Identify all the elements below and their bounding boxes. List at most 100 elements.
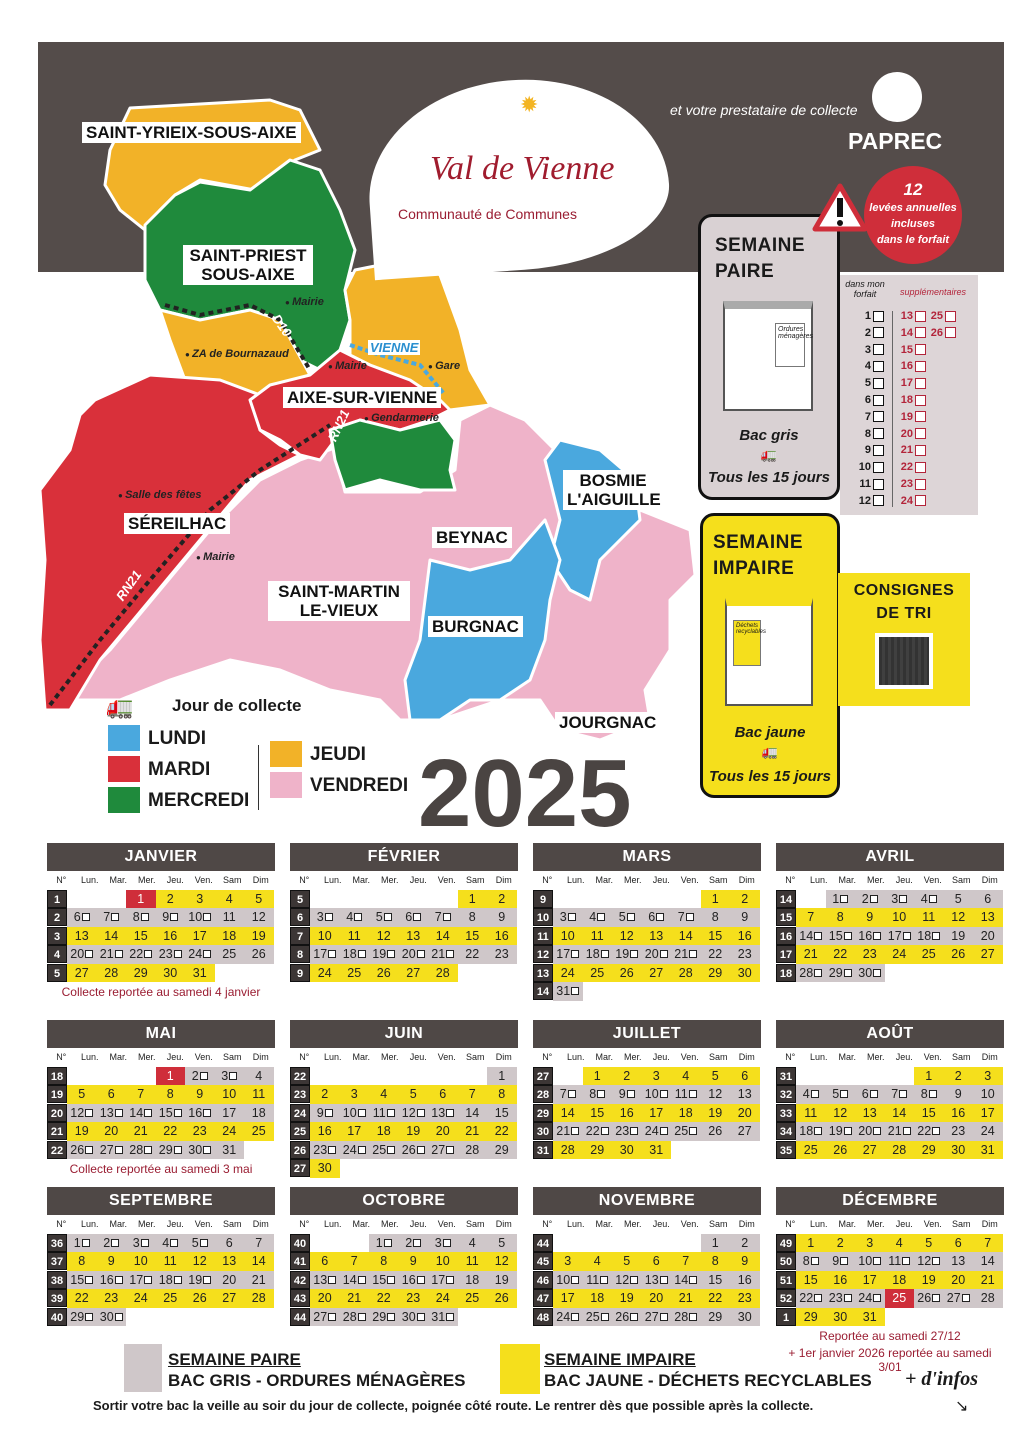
checkbox-item[interactable]: 16: [896, 358, 926, 375]
collection-checkbox[interactable]: [140, 1238, 149, 1247]
day-cell[interactable]: 7: [884, 1085, 914, 1104]
collection-checkbox[interactable]: [814, 1294, 823, 1302]
collection-checkbox[interactable]: [413, 913, 422, 921]
day-cell[interactable]: 19: [612, 945, 642, 964]
collection-checkbox[interactable]: [114, 1108, 123, 1117]
collection-checkbox[interactable]: [199, 1238, 208, 1247]
checkbox-item[interactable]: 4: [856, 358, 884, 375]
day-cell[interactable]: 2: [185, 1066, 215, 1085]
collection-checkbox[interactable]: [659, 950, 668, 958]
collection-checkbox[interactable]: [932, 931, 941, 940]
day-cell[interactable]: 13: [310, 1270, 340, 1289]
day-cell[interactable]: 16: [855, 926, 885, 945]
checkbox-item[interactable]: 11: [856, 476, 884, 493]
day-cell[interactable]: 14: [339, 1270, 369, 1289]
collection-checkbox[interactable]: [932, 1294, 941, 1302]
day-cell[interactable]: 6: [398, 908, 428, 927]
day-cell[interactable]: 30: [185, 1140, 215, 1159]
day-cell[interactable]: 29: [825, 963, 855, 982]
day-cell[interactable]: 10: [553, 1270, 583, 1289]
day-cell[interactable]: 10: [641, 1085, 671, 1104]
day-cell[interactable]: 27: [96, 1140, 126, 1159]
collection-checkbox[interactable]: [600, 1275, 609, 1284]
checkbox[interactable]: [873, 360, 884, 372]
day-cell[interactable]: 7: [428, 908, 458, 927]
day-cell[interactable]: 15: [369, 1270, 399, 1289]
collection-checkbox[interactable]: [328, 1275, 337, 1284]
collection-checkbox[interactable]: [656, 913, 665, 921]
collection-checkbox[interactable]: [446, 1275, 455, 1284]
day-cell[interactable]: 22: [126, 945, 156, 964]
checkbox[interactable]: [873, 495, 884, 507]
checkbox-item[interactable]: 14: [896, 325, 926, 342]
day-cell[interactable]: 7: [553, 1085, 583, 1104]
collection-checkbox[interactable]: [416, 1275, 425, 1284]
day-cell[interactable]: 7: [671, 908, 701, 927]
collection-checkbox[interactable]: [446, 1312, 455, 1321]
collection-checkbox[interactable]: [840, 1090, 849, 1098]
checkbox-item[interactable]: 25: [928, 308, 956, 325]
collection-checkbox[interactable]: [814, 968, 823, 977]
collection-checkbox[interactable]: [386, 1108, 395, 1117]
day-cell[interactable]: 2: [96, 1233, 126, 1252]
day-cell[interactable]: 1: [369, 1233, 399, 1252]
checkbox[interactable]: [945, 327, 956, 339]
day-cell[interactable]: 29: [369, 1307, 399, 1326]
day-cell[interactable]: 27: [641, 1307, 671, 1326]
collection-checkbox[interactable]: [413, 1238, 422, 1247]
day-cell[interactable]: 24: [641, 1122, 671, 1141]
checkbox-item[interactable]: 23: [896, 476, 926, 493]
collection-checkbox[interactable]: [387, 1312, 396, 1321]
checkbox[interactable]: [873, 461, 884, 473]
day-cell[interactable]: 5: [825, 1085, 855, 1104]
collection-checkbox[interactable]: [571, 987, 580, 995]
day-cell[interactable]: 23: [825, 1289, 855, 1308]
collection-checkbox[interactable]: [571, 950, 580, 958]
day-cell[interactable]: 3: [310, 908, 340, 927]
collection-checkbox[interactable]: [571, 1275, 580, 1284]
day-cell[interactable]: 6: [67, 908, 97, 927]
day-cell[interactable]: 8: [582, 1085, 612, 1104]
day-cell[interactable]: 9: [155, 908, 185, 927]
collection-checkbox[interactable]: [630, 950, 639, 958]
collection-checkbox[interactable]: [873, 1127, 882, 1135]
collection-checkbox[interactable]: [873, 931, 882, 940]
day-cell[interactable]: 11: [369, 1103, 399, 1122]
collection-checkbox[interactable]: [446, 950, 455, 958]
collection-checkbox[interactable]: [170, 913, 179, 921]
day-cell[interactable]: 6: [855, 1085, 885, 1104]
day-cell[interactable]: 3: [428, 1233, 458, 1252]
collection-checkbox[interactable]: [357, 1275, 366, 1284]
day-cell[interactable]: 21: [428, 945, 458, 964]
collection-checkbox[interactable]: [324, 1108, 333, 1117]
collection-checkbox[interactable]: [173, 950, 182, 958]
checkbox-item[interactable]: 19: [896, 409, 926, 426]
collection-checkbox[interactable]: [328, 950, 337, 958]
day-cell[interactable]: 28: [796, 963, 826, 982]
day-cell[interactable]: 12: [398, 1103, 428, 1122]
checkbox[interactable]: [873, 344, 884, 356]
collection-checkbox[interactable]: [383, 1238, 392, 1247]
collection-checkbox[interactable]: [869, 894, 878, 903]
day-cell[interactable]: 21: [884, 1122, 914, 1141]
collection-checkbox[interactable]: [446, 1145, 455, 1154]
collection-checkbox[interactable]: [140, 913, 149, 921]
day-cell[interactable]: 13: [96, 1103, 126, 1122]
collection-checkbox[interactable]: [689, 1312, 698, 1321]
checkbox[interactable]: [945, 310, 956, 322]
day-cell[interactable]: 5: [369, 908, 399, 927]
collection-checkbox[interactable]: [873, 1294, 882, 1302]
day-cell[interactable]: 30: [398, 1307, 428, 1326]
collection-checkbox[interactable]: [85, 1108, 94, 1117]
collection-checkbox[interactable]: [144, 950, 153, 958]
day-cell[interactable]: 25: [671, 1122, 701, 1141]
collection-checkbox[interactable]: [814, 931, 823, 940]
collection-checkbox[interactable]: [630, 1127, 639, 1135]
collection-checkbox[interactable]: [85, 1275, 94, 1284]
day-cell[interactable]: 24: [185, 945, 215, 964]
collection-checkbox[interactable]: [600, 950, 609, 958]
day-cell[interactable]: 18: [339, 945, 369, 964]
collection-checkbox[interactable]: [114, 950, 123, 958]
day-cell[interactable]: 25: [582, 1307, 612, 1326]
collection-checkbox[interactable]: [685, 913, 694, 921]
